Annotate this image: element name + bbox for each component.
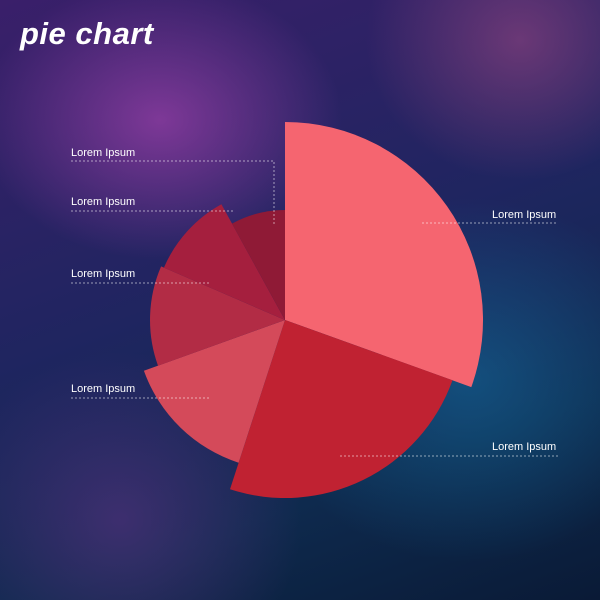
pie-slice-4 bbox=[150, 266, 285, 366]
slice-label-1: Lorem Ipsum bbox=[492, 209, 556, 221]
slice-labels: Lorem Ipsum Lorem Ipsum Lorem Ipsum Lorem I… bbox=[71, 147, 556, 453]
pie-slice-5 bbox=[163, 204, 285, 320]
pie-slice-1 bbox=[285, 122, 484, 388]
slice-label-2: Lorem Ipsum bbox=[492, 441, 556, 453]
slice-label-3: Lorem Ipsum bbox=[71, 383, 135, 395]
slice-label-5: Lorem Ipsum bbox=[71, 196, 135, 208]
label-leaders bbox=[71, 160, 558, 457]
pie-slice-2 bbox=[230, 320, 453, 499]
pie-slice-3 bbox=[143, 320, 285, 463]
slice-label-6: Lorem Ipsum bbox=[71, 147, 135, 159]
pie-slice-6 bbox=[232, 210, 285, 320]
chart-title: pie chart bbox=[20, 16, 154, 51]
leader-line-6 bbox=[71, 160, 275, 226]
pie-slices bbox=[143, 122, 484, 499]
slice-label-4: Lorem Ipsum bbox=[71, 268, 135, 280]
